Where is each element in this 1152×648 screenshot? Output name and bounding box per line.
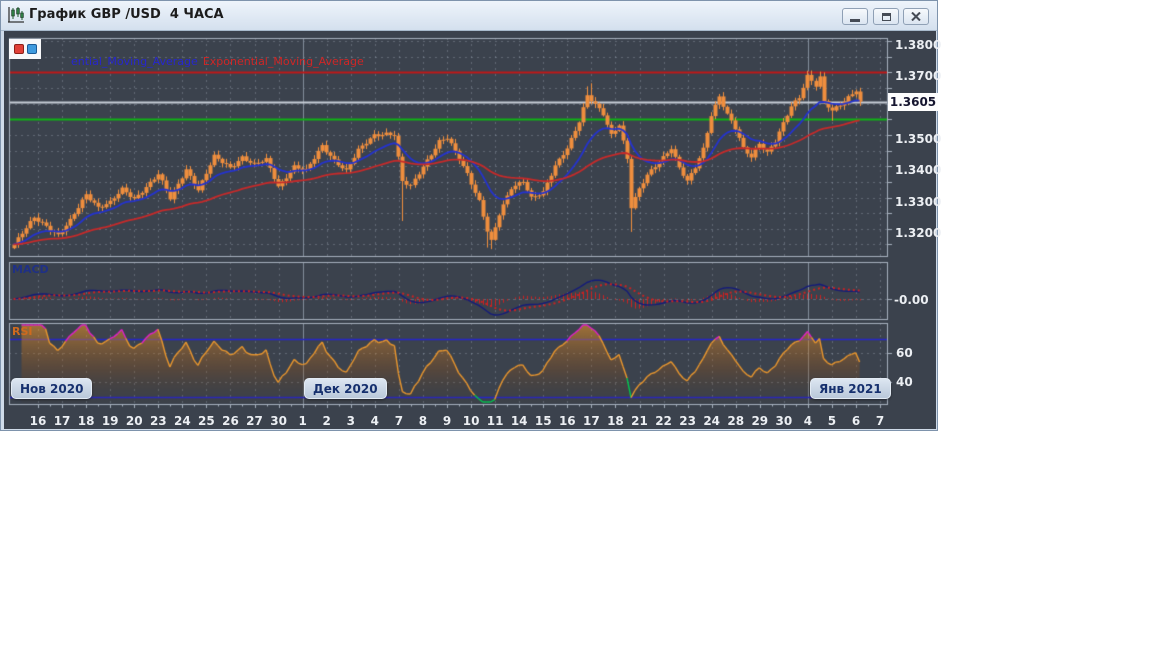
blue-indicator-swatch[interactable] [26, 44, 37, 54]
titlebar[interactable]: График GBP /USD 4 ЧАСА [1, 1, 937, 31]
chart-content: ential_Moving_Average Exponential_Moving_… [4, 31, 941, 429]
maximize-icon [881, 12, 891, 21]
close-button[interactable] [903, 8, 929, 25]
chart-window: График GBP /USD 4 ЧАСА ential_Moving_Ave… [0, 0, 941, 431]
minimize-icon [850, 18, 860, 22]
minimize-button[interactable] [842, 8, 868, 25]
candlestick-chart-icon[interactable] [7, 6, 25, 24]
chart-canvas[interactable] [4, 31, 936, 429]
indicator-swatch-box [9, 39, 41, 59]
window-title: График GBP /USD 4 ЧАСА [29, 7, 224, 22]
red-indicator-swatch[interactable] [13, 44, 24, 54]
maximize-button[interactable] [873, 8, 899, 25]
close-icon [911, 12, 921, 21]
